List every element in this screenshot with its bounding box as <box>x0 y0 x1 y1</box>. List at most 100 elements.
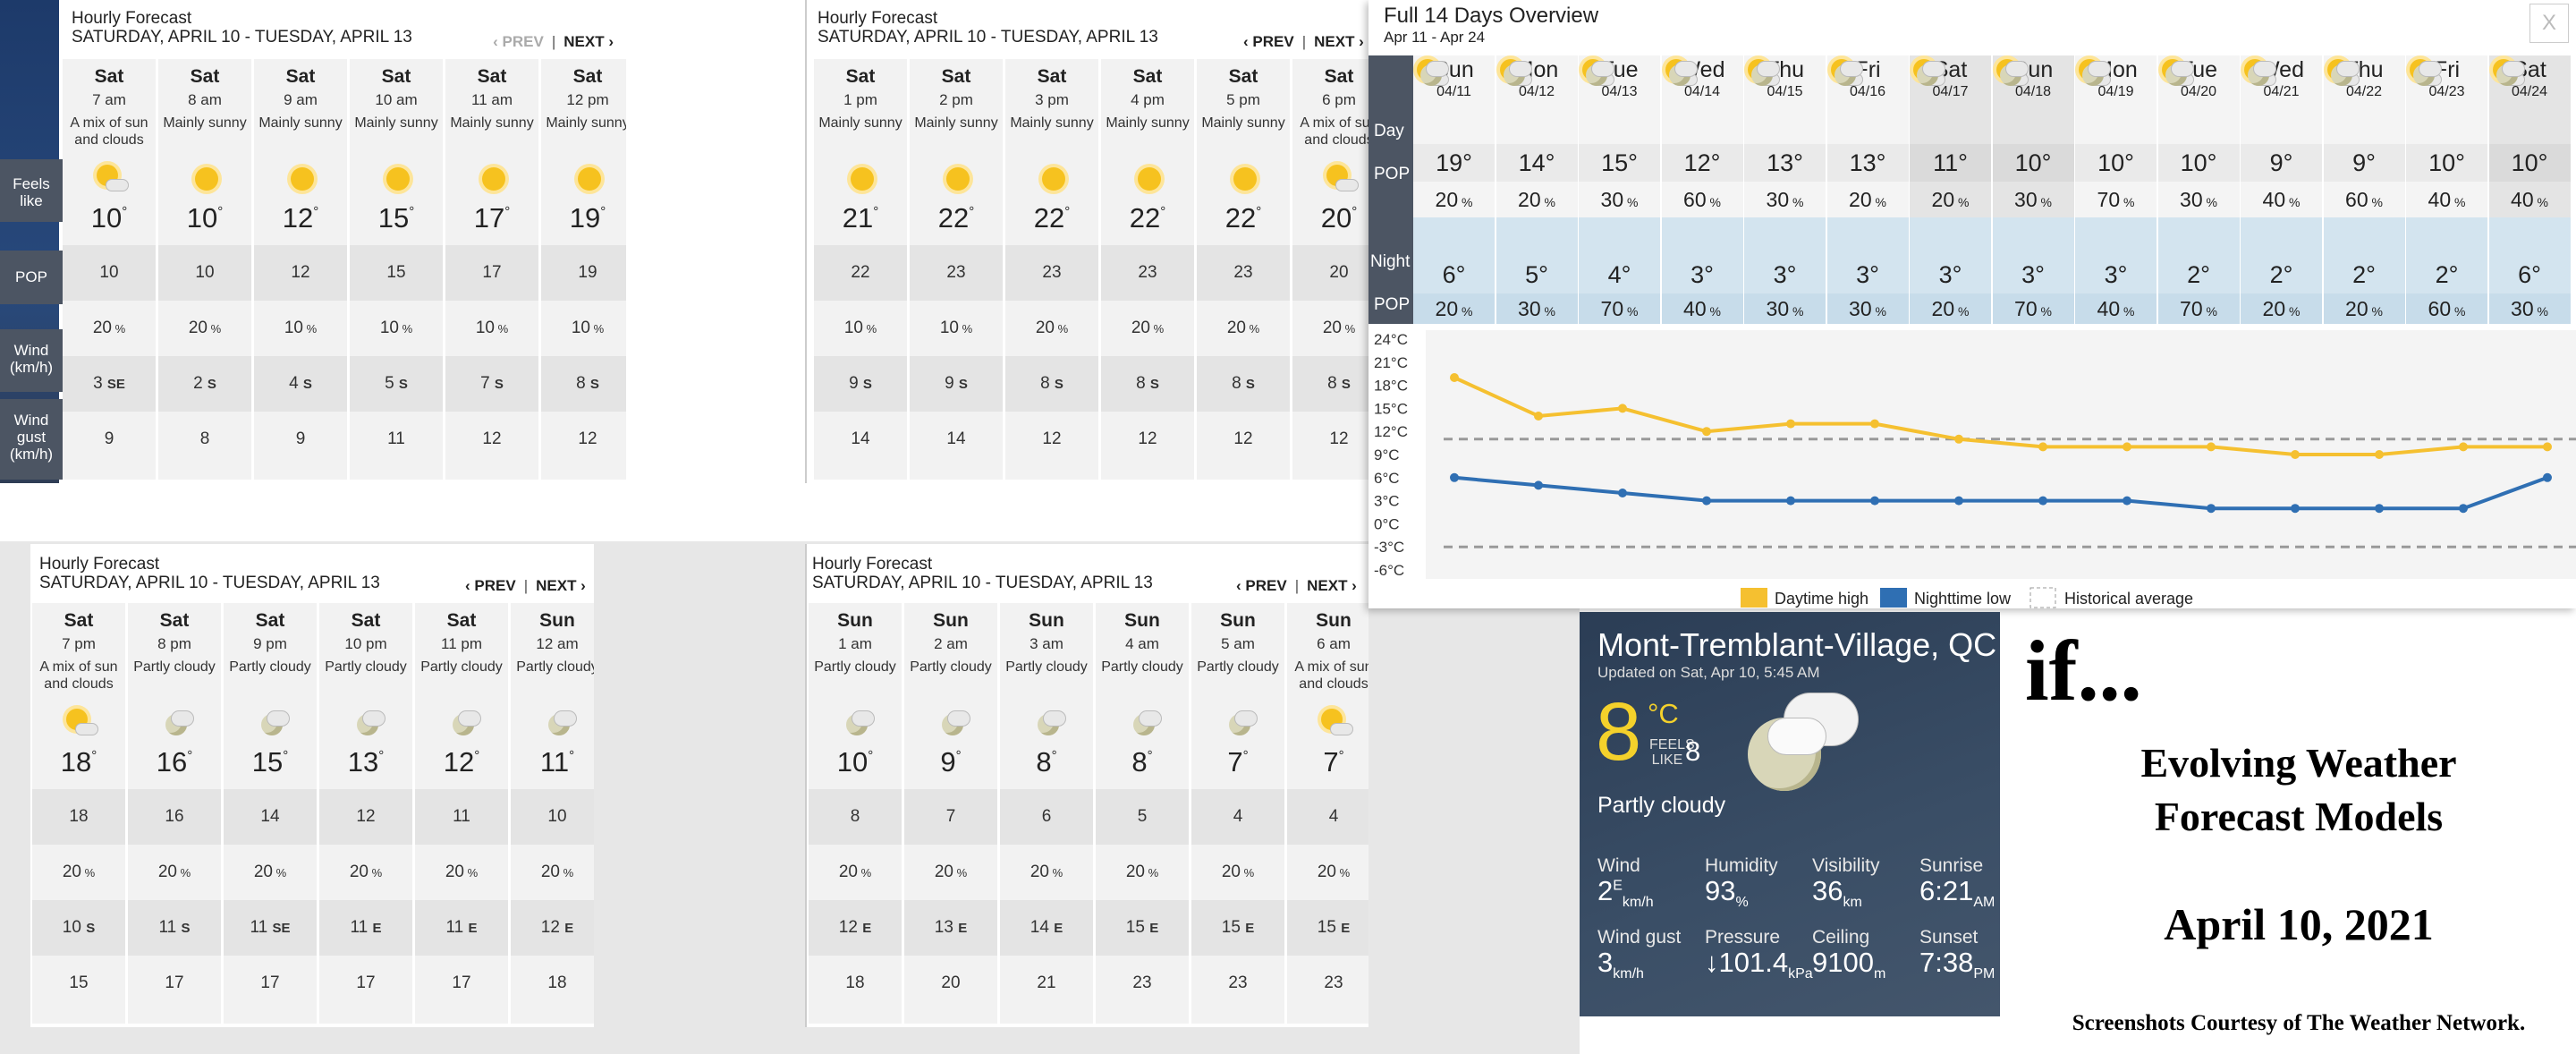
high-value: 19 <box>1436 149 1463 176</box>
pop-value: 20 % <box>1096 845 1189 900</box>
cloud-shape <box>1234 710 1258 727</box>
hourly-title: Hourly Forecast <box>72 9 192 28</box>
moon-cloud-icon <box>1030 705 1066 741</box>
current-conditions: Mont-Tremblant-Village, QC Updated on Sa… <box>1580 612 2000 1016</box>
close-button[interactable]: X <box>2529 4 2569 43</box>
cloud-shape <box>2088 61 2111 77</box>
unit-percent: % <box>1144 866 1159 880</box>
unit-percent: % <box>1458 304 1473 319</box>
column-time: 10 pm <box>344 635 387 652</box>
column-day: Sat <box>159 610 190 631</box>
low-value: 2 <box>2187 261 2201 288</box>
y-tick-label: 18°C <box>1374 378 1408 395</box>
unit-percent: % <box>111 322 126 336</box>
day-high: 11° <box>1910 144 1991 182</box>
next-button[interactable]: NEXT › <box>1314 33 1364 50</box>
column-day: Sat <box>1037 66 1067 87</box>
next-button[interactable]: NEXT › <box>1307 577 1357 594</box>
sun-icon <box>476 161 512 197</box>
temp-value: 12 <box>443 746 475 778</box>
wind-value: 11 SE <box>224 900 317 956</box>
unit-percent: % <box>1871 304 1886 319</box>
pop-value: 20 % <box>1101 301 1194 356</box>
wind-direction: E <box>1054 921 1063 936</box>
day-high: 10° <box>2075 144 2157 182</box>
next-button[interactable]: NEXT › <box>564 33 614 50</box>
night-pop: 20 % <box>1910 293 1991 324</box>
temp-value: 10 <box>90 202 123 234</box>
degree-sign: ° <box>600 204 606 219</box>
caption-date: April 10, 2021 <box>2164 899 2434 949</box>
degree-sign: ° <box>1242 748 1249 763</box>
legend-high: Daytime high <box>1775 590 1868 608</box>
feels-value: 23 <box>1101 245 1194 301</box>
pop-value: 20 % <box>1287 845 1368 900</box>
column-temp: 22° <box>1197 202 1290 234</box>
stat-label: Ceiling <box>1812 927 1870 948</box>
cell-value: 10 <box>62 918 81 937</box>
label-day: Day <box>1374 122 1404 140</box>
unit-percent: % <box>559 866 574 880</box>
prev-button[interactable]: ‹ PREV <box>465 577 516 594</box>
forecast-column: Sat 3 pm Mainly sunny 22° 23 20 % 8 S 12 <box>1005 59 1100 480</box>
column-temp: 7° <box>1191 746 1284 778</box>
y-tick-label: -6°C <box>1374 562 1404 579</box>
sun-cloud-icon <box>1318 705 1353 741</box>
cell-value: 10 <box>571 319 590 337</box>
pop-value: 20 % <box>1197 301 1290 356</box>
night-low: 6° <box>2518 261 2541 288</box>
prev-button[interactable]: ‹ PREV <box>1243 33 1294 50</box>
column-day: Sat <box>1228 66 1258 87</box>
sun-icon <box>380 161 416 197</box>
high-value: 10 <box>2428 149 2456 176</box>
gust-value: 12 <box>1292 412 1368 467</box>
day-high: 15° <box>1579 144 1660 182</box>
feels-value: 7 <box>904 789 997 845</box>
next-button[interactable]: NEXT › <box>536 577 586 594</box>
degree-sign: ° <box>504 204 511 219</box>
cell-value: 10 <box>284 319 303 337</box>
cell-value: 20 <box>1035 319 1055 337</box>
day-date: 04/13 <box>1601 84 1638 99</box>
wind-value: 5 S <box>350 356 443 412</box>
feels-value: 12 <box>254 245 347 301</box>
prev-button[interactable]: ‹ PREV <box>493 33 544 50</box>
stat-value: 93% <box>1705 875 1749 911</box>
data-point <box>2459 442 2468 452</box>
column-condition: Partly cloudy <box>814 659 896 675</box>
cell-value: 20 <box>1317 863 1336 881</box>
column-time: 3 am <box>1030 635 1063 652</box>
unit: PM <box>1973 966 1996 982</box>
hourly-panel-2: Hourly Forecast SATURDAY, APRIL 10 - TUE… <box>805 0 1368 483</box>
cell-value: 11 <box>350 918 369 937</box>
cloud-shape <box>1330 723 1353 735</box>
unit-percent: % <box>1048 866 1063 880</box>
day-pop: 60 % <box>1662 182 1743 217</box>
temp-value: 17 <box>473 202 505 234</box>
unit-percent: % <box>1871 195 1886 209</box>
pop-value: 60 <box>2345 188 2368 211</box>
unit-percent: % <box>1623 304 1639 319</box>
wind-value: 2 S <box>158 356 251 412</box>
wind-direction: S <box>1149 377 1159 392</box>
night-pop: 30 % <box>2488 293 2571 324</box>
unit-percent: % <box>2533 195 2548 209</box>
cell-value: 12 <box>540 918 560 937</box>
forecast-column: Sun 5 am Partly cloudy 7° 4 20 % 15 E 23 <box>1191 603 1286 1024</box>
prev-button[interactable]: ‹ PREV <box>1236 577 1287 594</box>
pop-value: 20 % <box>1000 845 1093 900</box>
gust-value: 20 <box>904 956 997 1011</box>
column-condition: Partly cloudy <box>1005 659 1088 675</box>
unit: km <box>1843 895 1862 911</box>
pop-value: 10 % <box>910 301 1003 356</box>
sun-disc <box>1138 167 1161 191</box>
column-time: 11 am <box>471 91 513 108</box>
column-temp: 10° <box>158 202 251 234</box>
pager: ‹ PREV | NEXT › <box>493 33 614 50</box>
pop-value: 20 % <box>1292 301 1368 356</box>
y-tick-label: 12°C <box>1374 423 1408 440</box>
data-point <box>1954 434 1963 444</box>
cell-value: 15 <box>1221 918 1241 937</box>
day-column: Thu 04/22 9° 60 % 2° 20 % <box>2323 55 2406 324</box>
data-point <box>2207 442 2216 452</box>
